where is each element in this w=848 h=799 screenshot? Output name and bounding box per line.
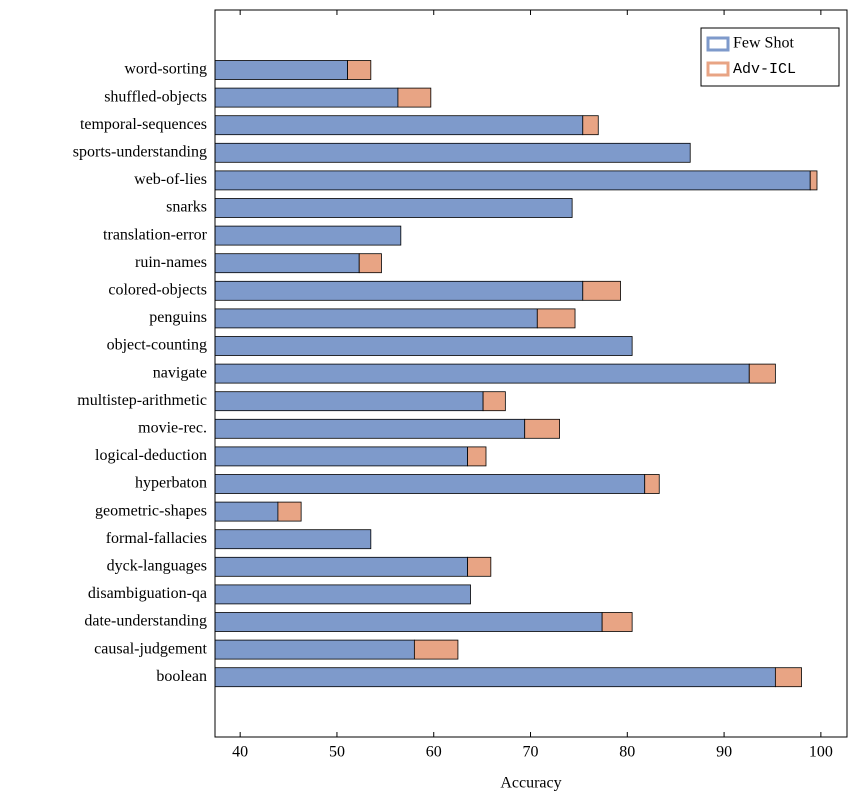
bar — [214, 280, 584, 301]
y-tick-label: shuffled-objects — [104, 88, 207, 105]
bar — [601, 612, 633, 632]
y-tick-label: date-understanding — [84, 613, 207, 630]
bar — [214, 501, 279, 522]
y-tick-label: navigate — [153, 364, 207, 381]
bar — [524, 418, 560, 439]
y-tick-label: boolean — [156, 668, 207, 685]
bar — [809, 170, 818, 191]
y-tick-label: formal-fallacies — [106, 530, 207, 547]
bar — [214, 198, 573, 218]
y-tick-label: geometric-shapes — [95, 502, 207, 519]
bar — [277, 501, 302, 522]
bar — [536, 308, 576, 329]
bar — [582, 115, 599, 136]
x-axis-label: Accuracy — [500, 775, 561, 792]
y-tick-label: hyperbaton — [135, 475, 207, 492]
x-tick-label: 80 — [619, 744, 635, 761]
bar — [774, 667, 802, 688]
x-tick-label: 100 — [809, 744, 833, 761]
bar — [214, 60, 348, 80]
y-tick-label: snarks — [166, 199, 207, 216]
bar — [214, 667, 776, 688]
y-tick-label: web-of-lies — [134, 171, 207, 188]
bar — [214, 612, 603, 632]
y-tick-label: multistep-arithmetic — [77, 392, 207, 409]
bar — [582, 280, 621, 301]
bar — [214, 253, 360, 274]
bar — [214, 529, 372, 550]
bar — [358, 253, 382, 274]
bar — [214, 170, 811, 191]
bar — [397, 87, 432, 108]
y-tick-label: word-sorting — [124, 61, 207, 78]
bar — [214, 363, 750, 384]
y-tick-label: temporal-sequences — [80, 116, 207, 133]
y-tick-label: sports-understanding — [73, 143, 207, 160]
bar — [214, 556, 469, 577]
bar — [214, 336, 633, 356]
x-tick-label: 70 — [523, 744, 539, 761]
y-tick-label: dyck-languages — [107, 557, 207, 574]
x-tick-label: 50 — [329, 744, 345, 761]
bar — [214, 308, 538, 329]
bar — [214, 225, 402, 246]
y-tick-label: disambiguation-qa — [88, 585, 207, 602]
y-tick-label: penguins — [149, 309, 207, 326]
bar — [214, 87, 399, 108]
bar — [214, 391, 484, 412]
y-tick-label: logical-deduction — [95, 447, 207, 464]
bar — [748, 363, 776, 384]
x-tick-label: 90 — [716, 744, 732, 761]
bar — [347, 60, 372, 80]
y-tick-label: causal-judgement — [94, 640, 207, 657]
plot-frame — [214, 9, 848, 738]
legend-swatch — [706, 61, 730, 77]
bar — [413, 639, 459, 660]
bar — [214, 418, 526, 439]
y-tick-label: object-counting — [107, 337, 207, 354]
y-tick-label: movie-rec. — [138, 419, 207, 436]
bar — [482, 391, 506, 412]
bar — [214, 115, 584, 136]
y-tick-label: translation-error — [103, 226, 208, 243]
y-tick-label: ruin-names — [135, 254, 207, 271]
bar — [644, 474, 660, 494]
y-tick-label: colored-objects — [108, 281, 207, 298]
legend-swatch — [706, 36, 730, 52]
bar — [214, 474, 646, 494]
bar — [214, 639, 415, 660]
x-tick-label: 60 — [426, 744, 442, 761]
bar — [214, 584, 471, 605]
bar — [214, 142, 691, 163]
bar — [467, 556, 492, 577]
bar — [214, 446, 469, 467]
x-tick-label: 40 — [232, 744, 248, 761]
bar — [467, 446, 487, 467]
legend-label: Adv-ICL — [733, 61, 796, 78]
legend-label: Few Shot — [733, 35, 794, 52]
